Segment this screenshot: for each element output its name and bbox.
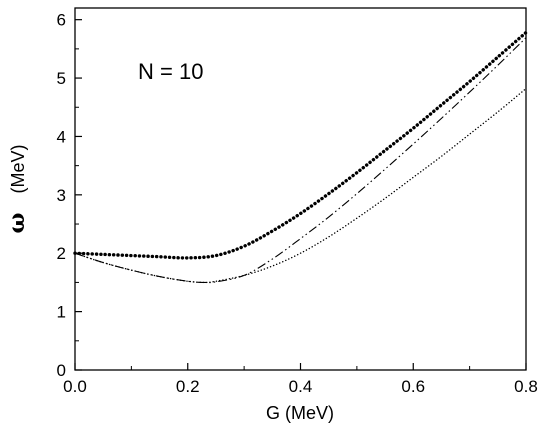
- y-axis-unit: (MeV): [8, 145, 28, 194]
- y-axis-label: ω (MeV): [4, 145, 30, 234]
- axis-ticks: [74, 19, 527, 371]
- y-tick-label: 6: [57, 11, 66, 30]
- x-tick-label: 0.6: [401, 377, 425, 396]
- y-axis-symbol: ω: [4, 212, 30, 233]
- x-tick-label: 0.0: [63, 377, 87, 396]
- annotation-n: N = 10: [138, 59, 203, 84]
- x-tick-label: 0.2: [176, 377, 200, 396]
- x-tick-label: 0.8: [514, 377, 538, 396]
- series-line-thick-dotted: [73, 30, 528, 260]
- tick-labels: 0.0 0.2 0.4 0.6 0.8 0 1 2 3 4 5 6: [57, 11, 538, 396]
- series-line-fine-dotted: [74, 87, 527, 284]
- y-tick-label: 3: [57, 186, 66, 205]
- y-tick-label: 1: [57, 303, 66, 322]
- y-tick-label: 2: [57, 244, 66, 263]
- y-tick-label: 4: [57, 127, 66, 146]
- x-tick-label: 0.4: [289, 377, 313, 396]
- series-layer: [73, 30, 528, 284]
- x-axis-label: G (MeV): [266, 403, 334, 423]
- svg-text:ω (MeV): ω (MeV): [4, 145, 30, 234]
- y-tick-label: 5: [57, 69, 66, 88]
- y-tick-label: 0: [57, 361, 66, 380]
